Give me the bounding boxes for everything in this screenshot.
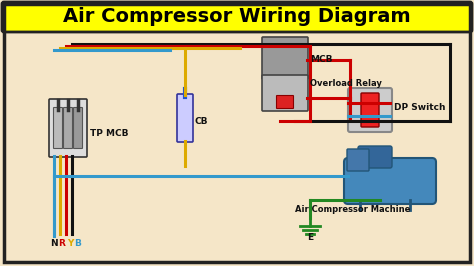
- FancyBboxPatch shape: [54, 107, 63, 148]
- Text: R: R: [59, 239, 65, 248]
- FancyBboxPatch shape: [344, 158, 436, 204]
- Text: B: B: [74, 239, 82, 248]
- FancyBboxPatch shape: [361, 93, 379, 127]
- FancyBboxPatch shape: [348, 88, 392, 132]
- Text: Overload Relay: Overload Relay: [310, 80, 382, 89]
- Text: E: E: [307, 234, 313, 243]
- Text: DP Switch: DP Switch: [394, 103, 446, 113]
- FancyBboxPatch shape: [262, 75, 308, 111]
- FancyBboxPatch shape: [73, 107, 82, 148]
- FancyBboxPatch shape: [49, 99, 87, 157]
- FancyBboxPatch shape: [177, 94, 193, 142]
- Text: Air Compressor Machine: Air Compressor Machine: [295, 206, 410, 214]
- Text: Y: Y: [67, 239, 73, 248]
- FancyBboxPatch shape: [262, 37, 308, 79]
- FancyBboxPatch shape: [358, 146, 392, 168]
- FancyBboxPatch shape: [2, 2, 472, 32]
- FancyBboxPatch shape: [347, 149, 369, 171]
- Text: N: N: [50, 239, 58, 248]
- Text: MCB: MCB: [310, 56, 332, 64]
- Text: Air Compressor Wiring Diagram: Air Compressor Wiring Diagram: [63, 7, 411, 27]
- Text: CB: CB: [195, 117, 209, 126]
- FancyBboxPatch shape: [276, 95, 293, 109]
- Text: TP MCB: TP MCB: [90, 128, 128, 138]
- FancyBboxPatch shape: [64, 107, 73, 148]
